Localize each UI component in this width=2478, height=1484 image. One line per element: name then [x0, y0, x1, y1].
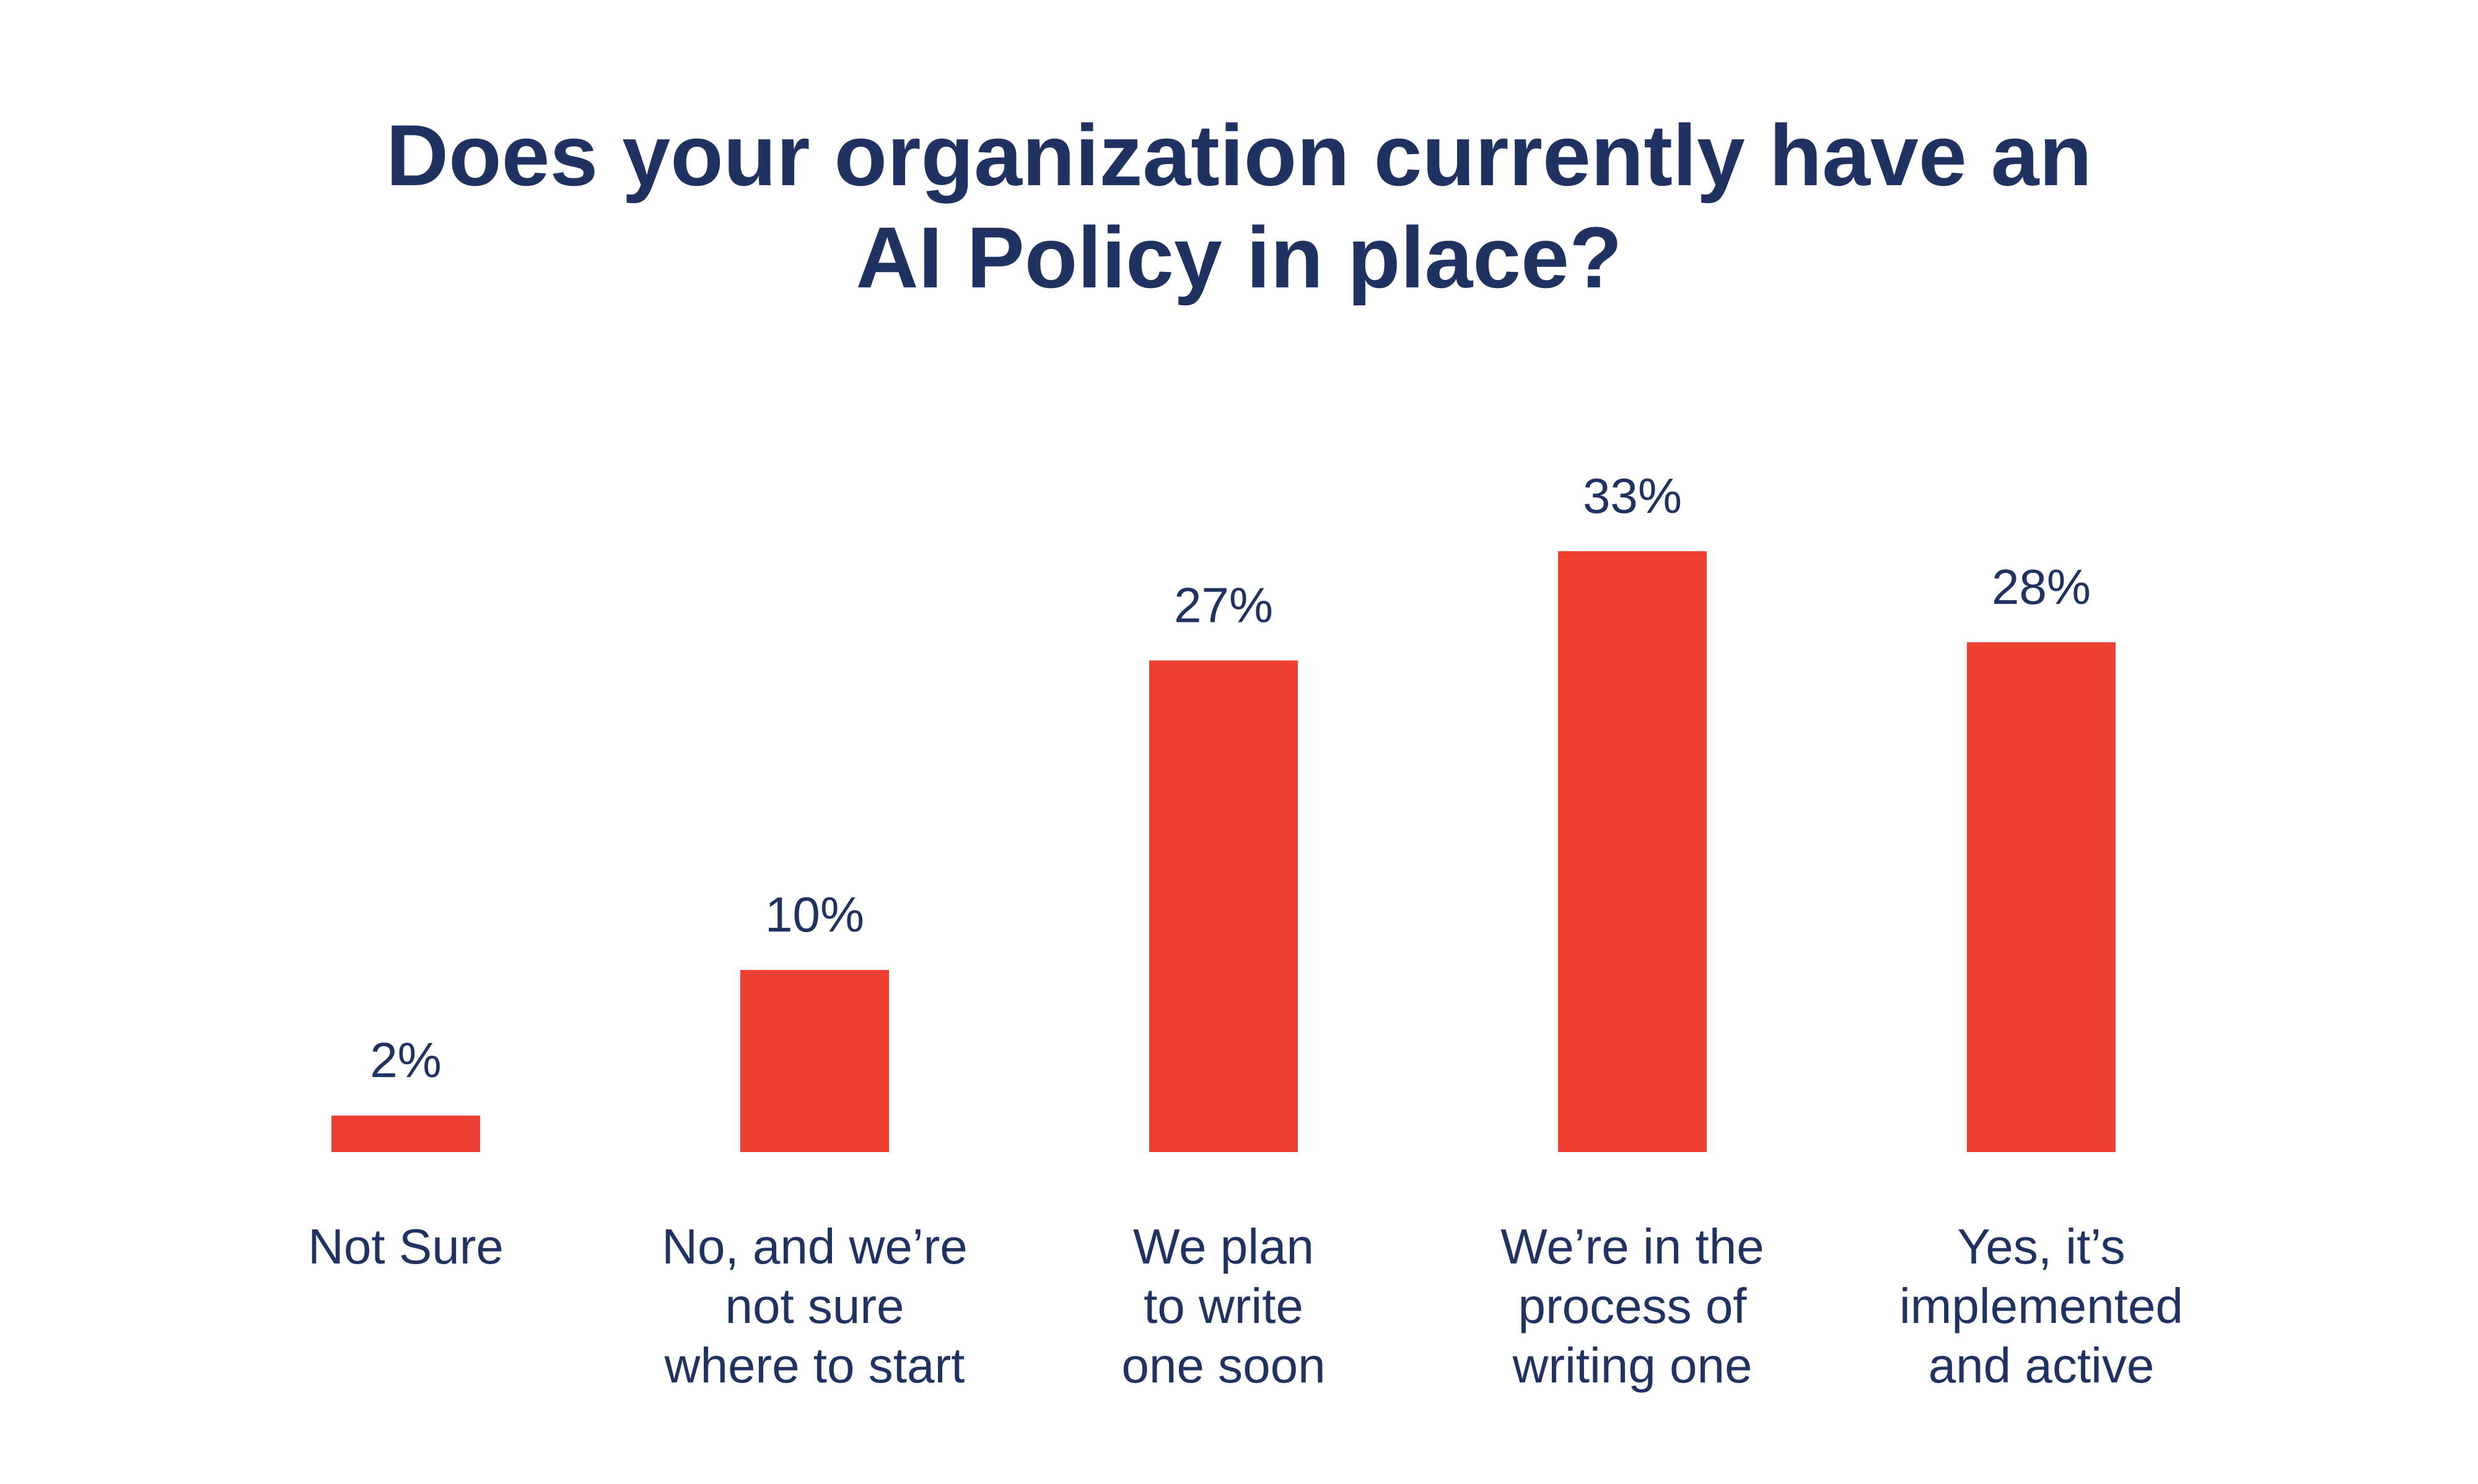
- value-label-5: 28%: [1992, 559, 2091, 614]
- bar-4: [1558, 551, 1707, 1152]
- category-label-3-line-2: to write: [1144, 1278, 1303, 1333]
- category-label-5-line-2: implemented: [1899, 1278, 2183, 1333]
- bar-2: [740, 970, 889, 1152]
- value-label-4: 33%: [1583, 468, 1682, 523]
- bar-1: [331, 1115, 480, 1152]
- chart-title: Does your organization currently have an…: [0, 104, 2478, 308]
- bar-5: [1967, 642, 2116, 1152]
- value-label-2: 10%: [765, 887, 864, 942]
- bar-3: [1149, 660, 1298, 1152]
- category-label-2-line-1: No, and we’re: [662, 1219, 968, 1274]
- category-label-4-line-3: writing one: [1512, 1338, 1753, 1393]
- category-label-3-line-3: one soon: [1121, 1338, 1325, 1393]
- category-label-1-line-1: Not Sure: [308, 1219, 504, 1274]
- category-label-4-line-1: We’re in the: [1500, 1219, 1764, 1274]
- value-label-3: 27%: [1174, 577, 1273, 632]
- category-label-5-line-1: Yes, it’s: [1957, 1219, 2125, 1274]
- category-label-2-line-2: not sure: [725, 1278, 904, 1333]
- value-label-1: 2%: [370, 1032, 442, 1088]
- category-label-4-line-2: process of: [1518, 1278, 1747, 1333]
- chart-title-line-1: Does your organization currently have an: [386, 107, 2092, 204]
- chart-title-line-2: AI Policy in place?: [856, 209, 1622, 306]
- category-label-2-line-3: where to start: [664, 1338, 965, 1393]
- category-label-3-line-1: We plan: [1133, 1219, 1314, 1274]
- category-label-5-line-3: and active: [1929, 1338, 2155, 1393]
